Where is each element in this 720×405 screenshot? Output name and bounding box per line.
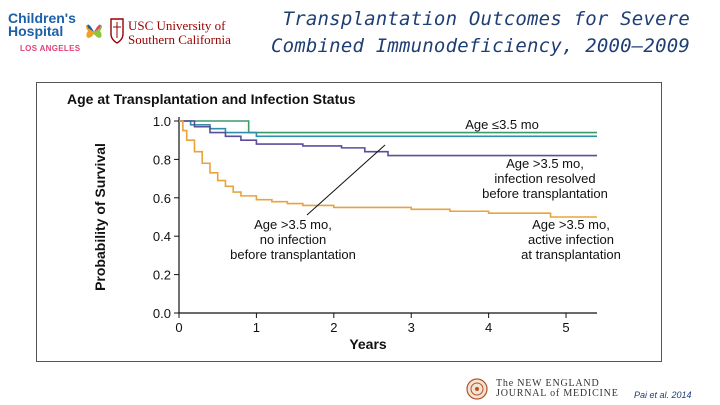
nejm-name: The NEW ENGLAND JOURNAL of MEDICINE (496, 379, 619, 399)
annotation-no-infection: before transplantation (230, 247, 356, 262)
x-tick-label: 4 (485, 320, 492, 335)
survival-chart: Age at Transplantation and Infection Sta… (36, 82, 662, 362)
series-line-4 (179, 120, 597, 218)
x-tick-label: 0 (175, 320, 182, 335)
usc-logo: USC University of Southern California (110, 18, 231, 50)
title-line-2: Combined Immunodeficiency, 2000–2009 (270, 35, 690, 57)
nejm-line-2: JOURNAL of MEDICINE (496, 388, 619, 399)
annotation-infection-resolved: infection resolved (494, 171, 595, 186)
annotation-age-le-3-5: Age ≤3.5 mo (465, 117, 539, 132)
chla-logo: Children's Hospital LOS ANGELES (8, 10, 104, 58)
x-tick-label: 5 (562, 320, 569, 335)
title-line-1: Transplantation Outcomes for Severe (282, 8, 690, 30)
annotation-active-infection: active infection (528, 232, 614, 247)
annotation-active-infection: Age >3.5 mo, (532, 217, 610, 232)
chla-location: LOS ANGELES (20, 44, 81, 53)
chla-name: Children's Hospital (8, 10, 76, 39)
y-tick-label: 0.4 (153, 229, 171, 244)
annotation-pointer (306, 144, 386, 216)
butterfly-icon (86, 24, 102, 38)
y-axis-label: Probability of Survival (92, 143, 108, 291)
x-tick-label: 2 (330, 320, 337, 335)
y-tick-label: 0.0 (153, 306, 171, 321)
annotation-no-infection: no infection (260, 232, 327, 247)
x-tick-label: 1 (253, 320, 260, 335)
usc-name-line2: Southern California (128, 32, 231, 47)
annotation-active-infection: at transplantation (521, 247, 621, 262)
annotation-infection-resolved: before transplantation (482, 186, 608, 201)
annotation-infection-resolved: Age >3.5 mo, (506, 156, 584, 171)
nejm-logo: The NEW ENGLAND JOURNAL of MEDICINE (466, 378, 626, 402)
slide-title: Transplantation Outcomes for Severe Comb… (271, 6, 690, 60)
chart-title: Age at Transplantation and Infection Sta… (67, 91, 356, 107)
nejm-line-1: The NEW ENGLAND (496, 378, 600, 389)
y-tick-label: 1.0 (153, 114, 171, 129)
series-line-1 (179, 120, 597, 134)
annotation-no-infection: Age >3.5 mo, (254, 217, 332, 232)
y-tick-label: 0.8 (153, 152, 171, 167)
series-line-3 (179, 120, 597, 157)
usc-name-line1: USC University of (128, 18, 226, 33)
y-tick-label: 0.2 (153, 268, 171, 283)
usc-crest-icon (110, 18, 124, 44)
x-axis-label: Years (349, 336, 387, 352)
chart-svg: Age at Transplantation and Infection Sta… (67, 91, 621, 352)
x-tick-label: 3 (408, 320, 415, 335)
y-tick-label: 0.6 (153, 191, 171, 206)
nejm-seal-icon (466, 378, 488, 400)
citation: Pai et al. 2014 (634, 390, 692, 400)
series-line-2 (179, 120, 597, 138)
